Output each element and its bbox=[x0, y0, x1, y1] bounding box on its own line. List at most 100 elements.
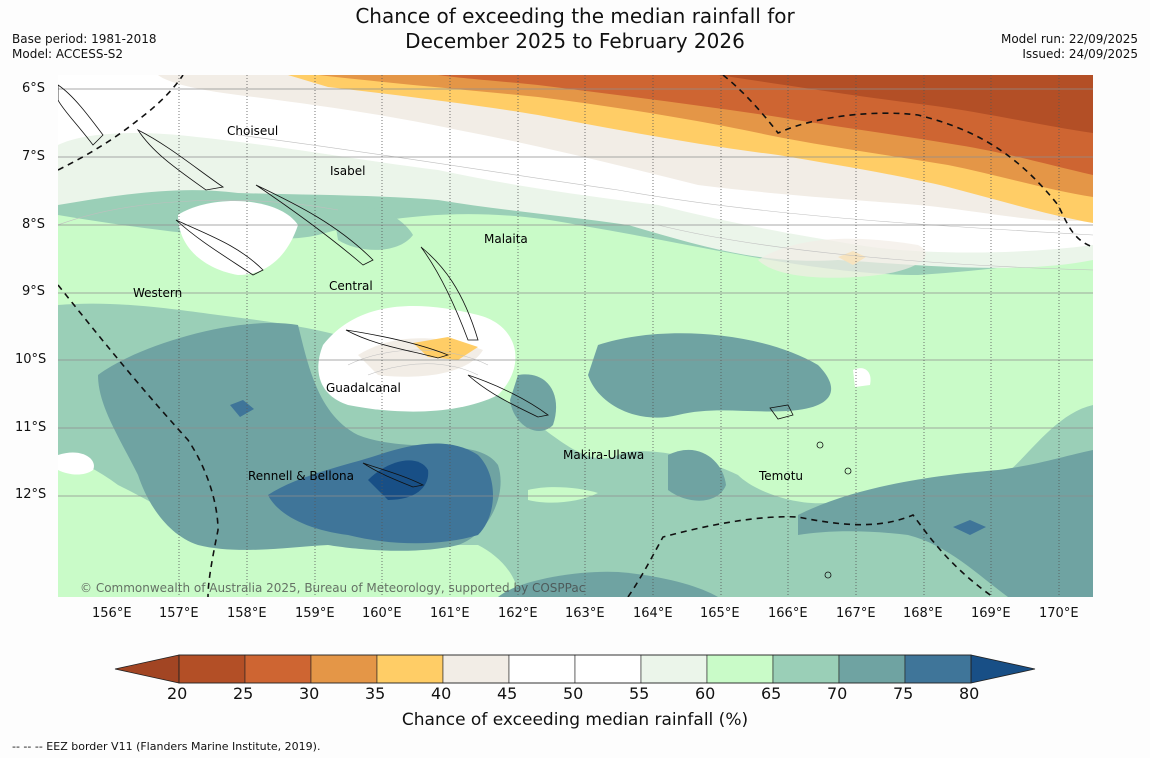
colorbar-cell bbox=[706, 654, 774, 684]
band-50-55-patch bbox=[853, 368, 871, 387]
band-35-40-guadalcanal bbox=[413, 337, 478, 360]
label-central: Central bbox=[329, 279, 373, 293]
coastlines bbox=[58, 84, 852, 579]
model-name: Model: ACCESS-S2 bbox=[12, 47, 124, 61]
lat-label-8s: 8°S bbox=[22, 217, 46, 232]
copyright-text: © Commonwealth of Australia 2025, Bureau… bbox=[80, 581, 585, 595]
lat-label-7s: 7°S bbox=[22, 149, 46, 164]
lon-label-170e: 170°E bbox=[1039, 606, 1079, 621]
band-50-55-west bbox=[58, 452, 94, 475]
rainfall-map: © Commonwealth of Australia 2025, Bureau… bbox=[58, 75, 1093, 597]
title-line-1: Chance of exceeding the median rainfall … bbox=[355, 4, 795, 28]
band-60-65-patch bbox=[528, 487, 598, 503]
lon-label-165e: 165°E bbox=[700, 606, 740, 621]
cb-tick-65: 65 bbox=[761, 684, 782, 703]
label-choiseul: Choiseul bbox=[227, 124, 278, 138]
band-above-80 bbox=[368, 460, 429, 500]
model-run: Model run: 22/09/2025 bbox=[1000, 32, 1138, 46]
label-malaita: Malaita bbox=[484, 232, 528, 246]
lon-label-156e: 156°E bbox=[92, 606, 132, 621]
bougainville-island bbox=[58, 84, 104, 146]
colorbar-caption: Chance of exceeding median rainfall (%) bbox=[401, 710, 749, 730]
cb-tick-45: 45 bbox=[497, 684, 518, 703]
title-line-2: December 2025 to February 2026 bbox=[405, 29, 745, 53]
band-70-75-island bbox=[668, 449, 726, 501]
cb-tick-50: 50 bbox=[563, 684, 584, 703]
band-70-75-southeast bbox=[798, 450, 1093, 597]
map-title: Chance of exceeding the median rainfall … bbox=[0, 4, 1150, 54]
lon-label-169e: 169°E bbox=[971, 606, 1011, 621]
colorbar-cell bbox=[442, 654, 510, 684]
lat-label-11s: 11°S bbox=[15, 420, 47, 435]
lon-label-159e: 159°E bbox=[295, 606, 335, 621]
lon-label-163e: 163°E bbox=[565, 606, 605, 621]
lon-label-164e: 164°E bbox=[633, 606, 673, 621]
band-65-70-isabel bbox=[333, 206, 413, 250]
guadalcanal-island bbox=[345, 329, 450, 359]
cb-tick-30: 30 bbox=[299, 684, 320, 703]
lon-label-160e: 160°E bbox=[362, 606, 402, 621]
cb-tick-80: 80 bbox=[959, 684, 980, 703]
band-60-65-south bbox=[58, 455, 518, 597]
contour-lines bbox=[58, 134, 1093, 376]
band-75-80-patch bbox=[230, 400, 254, 417]
choiseul-island bbox=[136, 128, 225, 191]
cb-tick-20: 20 bbox=[167, 684, 188, 703]
lon-label-162e: 162°E bbox=[498, 606, 538, 621]
new-georgia-island bbox=[175, 219, 264, 276]
label-guadalcanal: Guadalcanal bbox=[326, 381, 401, 395]
colorbar-cell bbox=[640, 654, 708, 684]
band-50-55-western bbox=[178, 201, 298, 275]
lon-label-167e: 167°E bbox=[836, 606, 876, 621]
colorbar-frame bbox=[178, 654, 972, 684]
colorbar-cell bbox=[838, 654, 906, 684]
meta-right: Model run: 22/09/2025 Issued: 24/09/2025 bbox=[1001, 32, 1138, 62]
lon-label-157e: 157°E bbox=[159, 606, 199, 621]
colorbar-low-arrow bbox=[114, 654, 180, 684]
base-period: Base period: 1981-2018 bbox=[12, 32, 157, 46]
colorbar-cell bbox=[508, 654, 576, 684]
colorbar-cell bbox=[310, 654, 378, 684]
cb-tick-70: 70 bbox=[827, 684, 848, 703]
isabel-island bbox=[255, 184, 374, 266]
colorbar-cells bbox=[178, 654, 972, 684]
label-makira-ulawa: Makira-Ulawa bbox=[563, 448, 644, 462]
eez-footnote: -- -- -- EEZ border V11 (Flanders Marine… bbox=[12, 740, 321, 753]
lon-label-168e: 168°E bbox=[903, 606, 943, 621]
colorbar-cell bbox=[574, 654, 642, 684]
issued-date: Issued: 24/09/2025 bbox=[1022, 47, 1138, 61]
cb-tick-35: 35 bbox=[365, 684, 386, 703]
colorbar-cell bbox=[772, 654, 840, 684]
band-70-75-makira bbox=[510, 374, 557, 431]
label-rennell-bellona: Rennell & Bellona bbox=[248, 469, 354, 483]
makira-island bbox=[467, 374, 549, 418]
cb-tick-25: 25 bbox=[233, 684, 254, 703]
rennell-island bbox=[362, 462, 425, 488]
label-temotu: Temotu bbox=[758, 469, 803, 483]
colorbar-cell bbox=[904, 654, 972, 684]
province-labels: Choiseul Isabel Malaita Central Western … bbox=[133, 124, 803, 483]
band-40-45-patch bbox=[758, 238, 926, 278]
meridians bbox=[178, 75, 1060, 597]
band-70-75-south bbox=[498, 571, 718, 597]
colorbar-high-arrow bbox=[970, 654, 1036, 684]
lat-label-9s: 9°S bbox=[22, 284, 46, 299]
colorbar-cell bbox=[178, 654, 246, 684]
eez-border bbox=[58, 75, 1093, 597]
lon-label-158e: 158°E bbox=[227, 606, 267, 621]
band-70-75-central bbox=[588, 333, 832, 418]
malaita-island bbox=[420, 246, 479, 341]
label-western: Western bbox=[133, 286, 182, 300]
lat-label-12s: 12°S bbox=[15, 487, 47, 502]
lon-label-166e: 166°E bbox=[768, 606, 808, 621]
band-20-25 bbox=[718, 75, 1093, 133]
santa-cruz-island bbox=[769, 404, 794, 420]
cb-tick-55: 55 bbox=[629, 684, 650, 703]
cb-tick-40: 40 bbox=[431, 684, 452, 703]
lat-label-6s: 6°S bbox=[22, 81, 46, 96]
colorbar bbox=[114, 654, 1036, 684]
band-75-80-patch-east bbox=[953, 520, 986, 535]
meta-left: Base period: 1981-2018 Model: ACCESS-S2 bbox=[12, 32, 157, 62]
cb-tick-75: 75 bbox=[893, 684, 914, 703]
colorbar-cell bbox=[376, 654, 444, 684]
